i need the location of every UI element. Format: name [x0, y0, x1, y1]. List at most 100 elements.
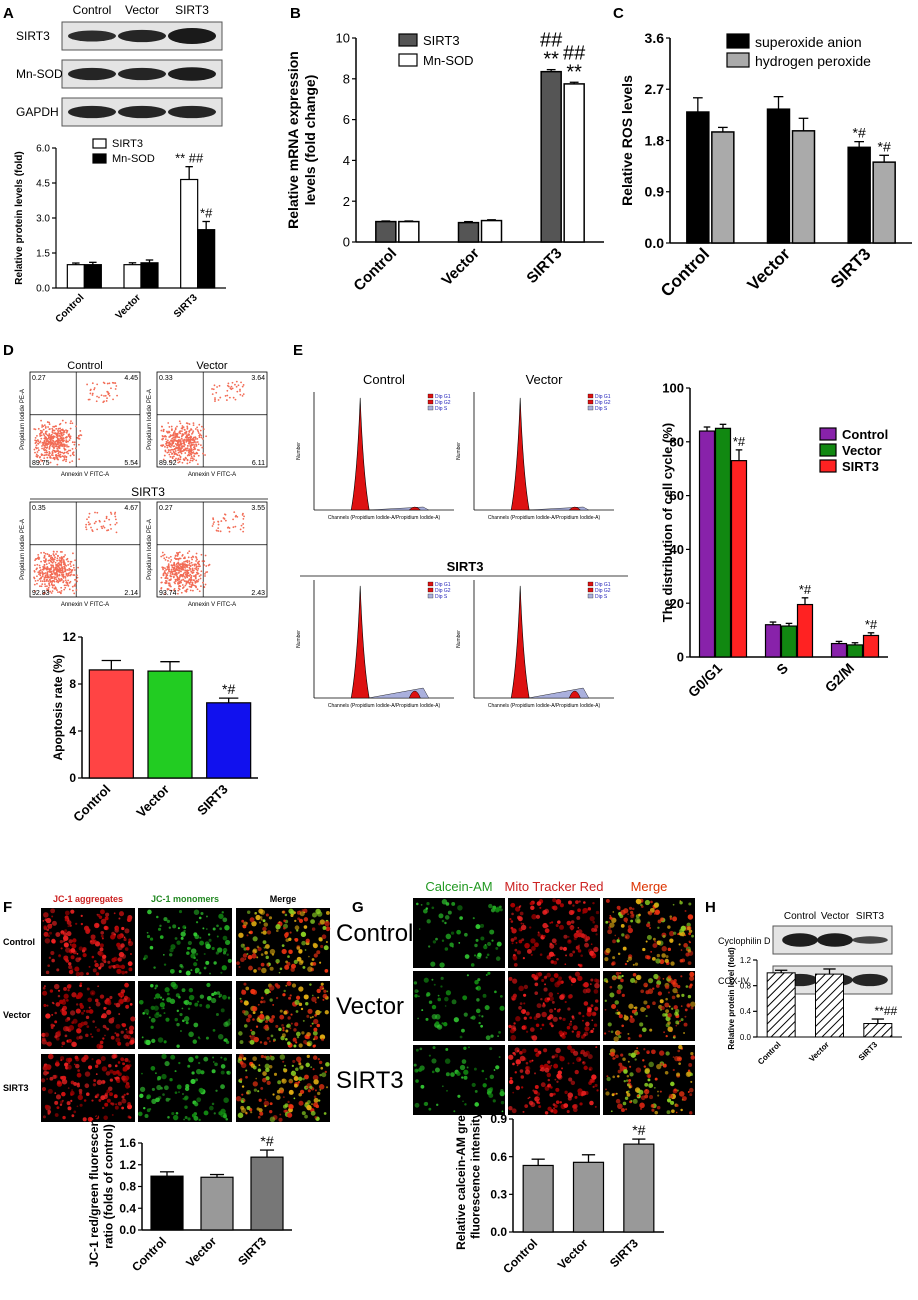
cell-spot [150, 1005, 155, 1010]
cell-spot [538, 1105, 542, 1108]
cell-spot [657, 1090, 659, 1093]
cell-spot [114, 1032, 117, 1035]
hist-legend-swatch [427, 399, 434, 405]
cell-spot [118, 998, 124, 1005]
flow-dot [114, 511, 117, 514]
cell-spot [541, 1011, 547, 1018]
cell-spot [147, 909, 152, 915]
flow-dot [46, 439, 49, 442]
flow-dot [45, 442, 47, 445]
flow-dot [163, 435, 166, 438]
cell-spot [198, 1061, 201, 1065]
cell-spot [418, 1067, 423, 1072]
flow-dot [103, 526, 106, 529]
blot-band [852, 936, 888, 944]
cell-spot [495, 946, 499, 950]
cell-spot [187, 1117, 191, 1121]
cell-spot [634, 1006, 638, 1010]
cell-spot [310, 1110, 316, 1116]
cell-spot [643, 982, 649, 988]
cell-spot [656, 953, 661, 958]
cell-spot [474, 979, 479, 985]
flow-dot [114, 388, 117, 390]
cell-spot [688, 940, 691, 943]
flow-dot [109, 511, 112, 514]
cell-spot [95, 1001, 101, 1007]
flow-dot [179, 439, 182, 441]
cell-spot [623, 917, 628, 923]
flow-dot [73, 569, 76, 571]
cell-spot [117, 1061, 121, 1064]
flow-dot [167, 559, 169, 562]
flow-dot [190, 586, 192, 589]
flow-dot [77, 437, 80, 439]
cell-spot [128, 1060, 131, 1063]
cell-spot [281, 944, 285, 948]
flow-dot [55, 439, 58, 442]
cell-spot [311, 1103, 313, 1105]
flow-dot [163, 570, 166, 572]
flow-dot [180, 445, 183, 448]
flow-dot [79, 430, 82, 432]
flow-dot [165, 568, 168, 571]
cell-spot [110, 1035, 115, 1040]
flow-dot [88, 512, 91, 515]
cell-spot [101, 954, 107, 959]
cell-spot [542, 922, 548, 929]
flow-dot [55, 571, 58, 574]
cell-spot [656, 1105, 661, 1110]
cell-spot [623, 1069, 628, 1074]
cell-spot [653, 1086, 656, 1089]
legend-swatch [92, 153, 107, 164]
cell-spot [642, 1059, 645, 1062]
cell-spot [193, 1115, 199, 1121]
flow-dot [170, 434, 173, 437]
cell-spot [257, 1068, 262, 1072]
flow-x-axis-label: Annexin V FITC-A [61, 472, 109, 478]
cell-spot [54, 1020, 58, 1024]
cell-spot [645, 990, 650, 995]
legend-label: hydrogen peroxide [755, 53, 871, 69]
cell-spot [249, 917, 255, 923]
cell-spot [670, 961, 675, 966]
cell-spot [540, 1082, 546, 1088]
flow-dot [187, 569, 190, 572]
cell-spot [116, 927, 120, 930]
cell-spot [630, 977, 636, 984]
flow-dot [174, 580, 177, 583]
cell-spot [549, 977, 555, 983]
cell-spot [44, 938, 51, 944]
flow-y-axis-label: Propidium Iodide PE-A [147, 519, 153, 580]
cell-spot [630, 1015, 633, 1019]
cell-spot [198, 916, 202, 920]
cell-spot [548, 1008, 554, 1014]
flow-dot [50, 564, 52, 566]
x-category-label: SIRT3 [235, 1234, 269, 1268]
flow-dot [193, 458, 195, 461]
cell-spot [122, 989, 126, 993]
cell-spot [106, 1089, 111, 1094]
cell-spot [223, 1097, 229, 1103]
cell-spot [180, 936, 184, 940]
flow-dot [232, 526, 235, 529]
cell-spot [647, 1078, 651, 1082]
cell-spot [431, 906, 435, 910]
cell-spot [607, 1022, 612, 1027]
cell-spot [130, 1016, 136, 1022]
cell-spot [644, 1008, 647, 1010]
cell-spot [240, 1081, 242, 1084]
cell-spot [476, 998, 480, 1002]
cell-spot [313, 1027, 318, 1032]
micrograph-row-label: SIRT3 [3, 1083, 29, 1093]
cell-spot [85, 1033, 89, 1038]
y-axis-label: Relative calcein-AM green [454, 1101, 468, 1250]
flow-dot [70, 420, 72, 423]
cell-spot [464, 1103, 467, 1106]
flow-dot [63, 588, 66, 591]
flow-dot [196, 441, 199, 443]
hist-legend-label: Dip G1 [595, 394, 611, 400]
cell-spot [151, 1098, 157, 1104]
cell-spot [616, 989, 622, 995]
flow-dot [115, 385, 118, 387]
flow-dot [90, 526, 92, 529]
